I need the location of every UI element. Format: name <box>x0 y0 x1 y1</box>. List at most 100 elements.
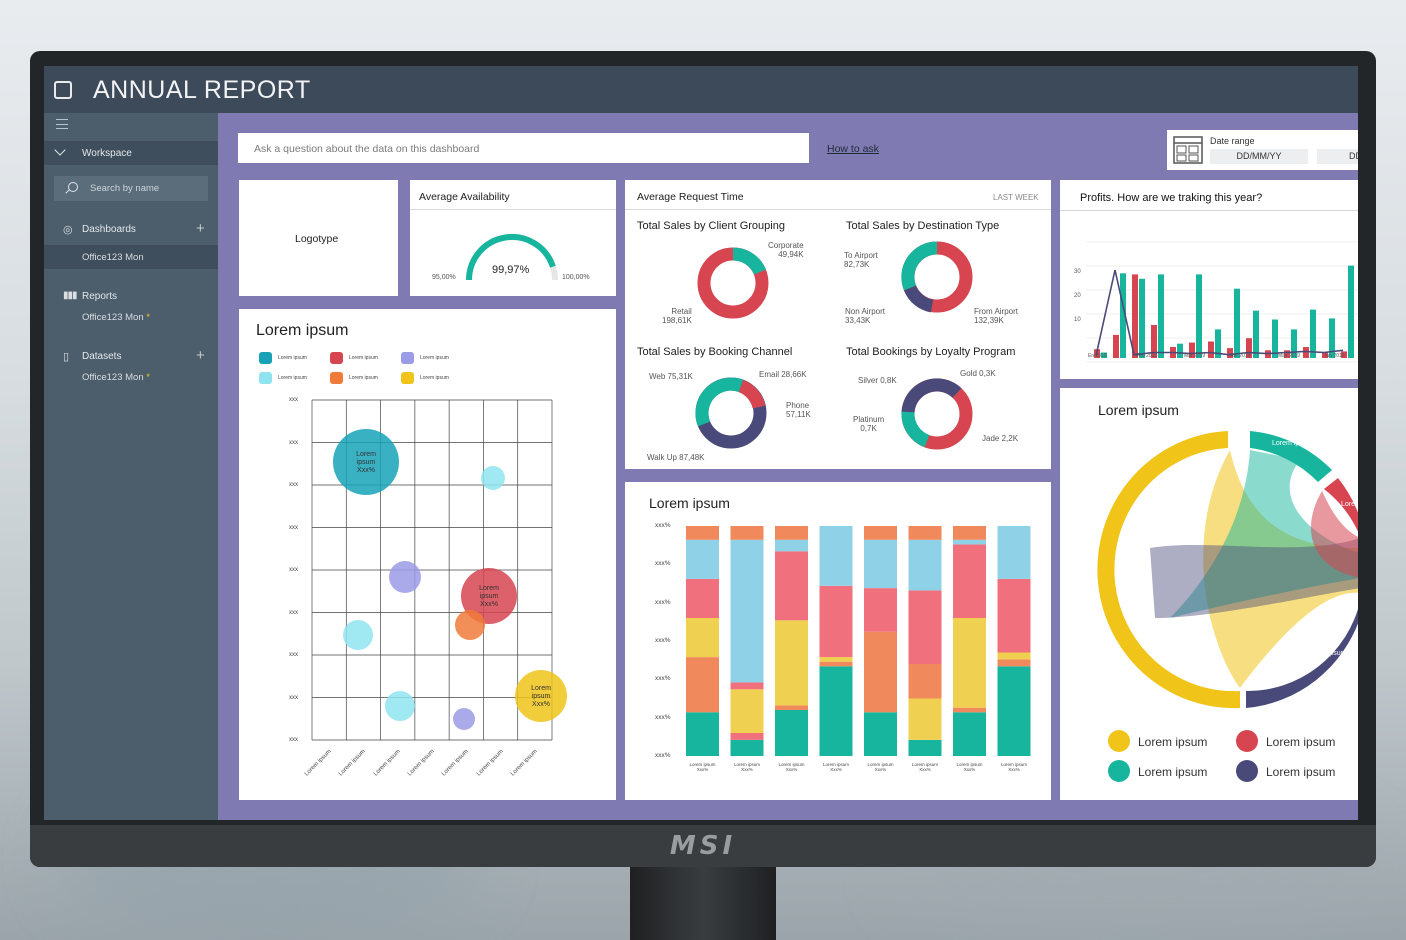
qa-placeholder: Ask a question about the data on this da… <box>254 143 480 155</box>
stacked-segment <box>864 526 897 540</box>
sidebar-item-report[interactable]: Office123 Mon * <box>44 305 218 329</box>
donut-label: Walk Up 87,48K <box>647 453 705 462</box>
card-divider <box>625 209 1051 210</box>
label-text: Non Airport <box>845 307 886 316</box>
how-to-ask-link[interactable]: How to ask <box>827 143 879 155</box>
stacked-segment <box>864 539 897 589</box>
stacked-segment <box>864 712 897 756</box>
y-tick-label: 10 <box>1074 317 1081 323</box>
y-tick-label: xxx% <box>655 636 671 644</box>
availability-title: Average Availability <box>419 191 510 203</box>
stacked-segment <box>730 733 764 740</box>
gauge-max-label: 100,00% <box>562 274 590 281</box>
profit-bar-red <box>1113 334 1119 358</box>
y-tick-label: xxx <box>289 397 298 403</box>
stacked-segment <box>953 544 986 618</box>
stacked-segment <box>997 578 1031 653</box>
stacked-segment <box>686 618 719 658</box>
stacked-segment <box>686 526 719 540</box>
date-from-field[interactable]: DD/MM/YY <box>1210 149 1308 164</box>
legend-dot <box>1236 760 1258 782</box>
bubble <box>453 708 475 730</box>
profit-bar-teal <box>1139 278 1145 358</box>
profit-bar-red <box>1284 350 1290 358</box>
add-dataset-icon[interactable]: + <box>196 347 205 364</box>
x-tick-label: En 2019 <box>1088 353 1107 359</box>
availability-card: Average Availability 99,97% 95,00% 100,0… <box>410 180 616 296</box>
x-tick-label: Jun 2019 <box>1324 353 1345 359</box>
bubble <box>389 561 421 593</box>
donut-label: Web 75,31K <box>649 372 693 381</box>
label-text: From Airport <box>974 307 1019 316</box>
sidebar-item-dataset[interactable]: Office123 Mon * <box>44 365 218 389</box>
stacked-segment <box>908 698 942 740</box>
bubble <box>333 429 399 495</box>
donut-slice-web <box>695 377 744 427</box>
sidebar-section-label: Datasets <box>82 351 122 362</box>
profit-bar-red <box>1246 338 1252 358</box>
stacked-segment <box>908 526 942 540</box>
profit-bar-teal <box>1234 288 1240 358</box>
donut-title: Total Sales by Client Grouping <box>637 220 785 232</box>
stacked-segment <box>953 526 986 540</box>
stacked-segment <box>730 689 764 733</box>
add-dashboard-icon[interactable]: + <box>196 220 205 237</box>
bubble <box>385 691 415 721</box>
legend-label: Lorem ipsum <box>349 375 378 381</box>
request-time-title: Average Request Time <box>637 191 744 203</box>
gauge-min-label: 95,00% <box>432 274 456 281</box>
donut-slice-platinum <box>901 411 930 448</box>
chevron-down-icon <box>54 144 66 156</box>
stacked-segment <box>819 666 853 756</box>
label-value: 57,11K <box>786 410 811 419</box>
x-tick-label: Lorem ipsum Xxx% <box>867 762 894 772</box>
stacked-segment <box>686 539 719 579</box>
chord-arc-label: Lorem ipsum <box>1272 440 1313 447</box>
app-square-icon[interactable] <box>54 81 72 99</box>
stacked-segment <box>686 657 719 713</box>
legend-label: Lorem ipsum <box>1266 765 1336 779</box>
x-tick-label: Lorem ipsum Xxx% <box>778 762 805 772</box>
sidebar: Workspace Search by name ◎ Dashboards + … <box>44 113 218 820</box>
search-icon <box>68 182 78 192</box>
stacked-segment <box>819 526 853 586</box>
donut-label: Silver 0,8K <box>858 376 897 385</box>
chord-arc-label: Lorem <box>1341 501 1358 508</box>
donut-label: To Airport 82,73K <box>844 251 878 269</box>
y-tick-label: xxx <box>289 609 298 616</box>
legend-label: Lorem ipsum <box>420 375 449 381</box>
availability-gauge <box>466 233 558 281</box>
date-to-field[interactable]: DD <box>1317 149 1358 164</box>
sidebar-section-label: Reports <box>82 291 118 302</box>
label-value: 0,7K <box>860 424 877 433</box>
sidebar-item-dashboard[interactable]: Office123 Mon <box>44 245 218 269</box>
chord-chart <box>1097 431 1358 709</box>
profit-bar-teal <box>1310 309 1316 358</box>
donut-slice-non-airport <box>903 285 934 313</box>
date-range-picker[interactable]: Date range DD/MM/YY DD <box>1167 130 1358 170</box>
profit-trend-line <box>1095 269 1344 356</box>
sidebar-search-input[interactable]: Search by name <box>54 176 208 201</box>
profit-bar-red <box>1341 351 1347 358</box>
stacked-segment <box>997 666 1031 756</box>
stacked-segment <box>775 551 808 621</box>
sidebar-item-label: Office123 Mon <box>82 252 144 263</box>
profit-bar-red <box>1132 274 1138 358</box>
workspace-header[interactable]: Workspace <box>44 141 218 165</box>
legend-dot <box>1108 760 1130 782</box>
chord-arc-label: Lorem ipsum <box>1124 533 1144 549</box>
stacked-segment <box>864 588 897 632</box>
y-tick-label: xxx <box>289 482 298 488</box>
stacked-segment <box>686 712 719 756</box>
sidebar-item-label: Office123 Mon <box>82 312 144 323</box>
hamburger-menu-icon[interactable] <box>56 119 68 129</box>
profit-bar-teal <box>1348 265 1354 358</box>
qa-input[interactable]: Ask a question about the data on this da… <box>238 133 809 163</box>
legend-dot <box>1108 730 1130 752</box>
legend-label: Lorem ipsum <box>278 355 307 361</box>
label-value: 198,61K <box>662 316 692 325</box>
profit-bar-red <box>1303 347 1309 358</box>
profit-bar-red <box>1322 352 1328 358</box>
profit-bar-teal <box>1120 273 1126 358</box>
chord-ribbon <box>1170 450 1358 618</box>
